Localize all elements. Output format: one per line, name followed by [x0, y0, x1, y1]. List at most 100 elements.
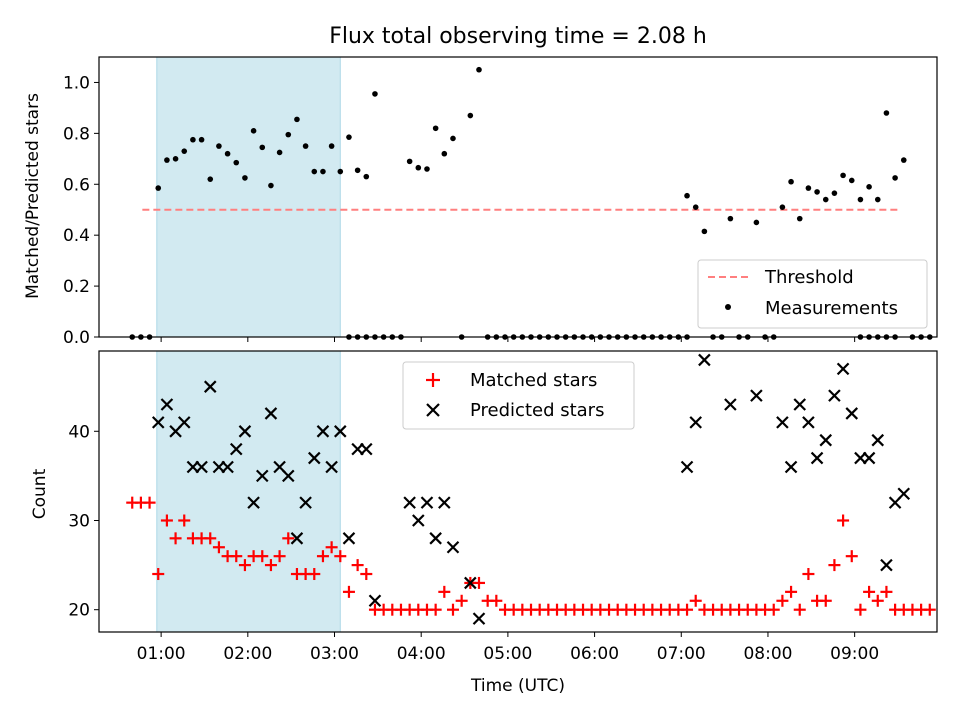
- matched-star-point: [204, 532, 217, 545]
- predicted-star-point: [360, 442, 373, 456]
- matched-star-point: [472, 576, 485, 589]
- predicted-star-point: [203, 380, 217, 393]
- bottom-y-tick-label: 40: [68, 422, 90, 442]
- bottom-panel: 20 30 40 01:00 02:00 03:00 04:00 05:00 06:00 07:…: [30, 350, 938, 696]
- matched-star-point: [880, 585, 893, 598]
- legend-matched-label: Matched stars: [470, 370, 597, 391]
- measurement-point: [294, 116, 300, 123]
- predicted-star-point: [429, 532, 442, 545]
- predicted-star-point: [334, 425, 347, 438]
- bottom-y-axis-label: Count: [30, 468, 50, 519]
- legend-threshold-label: Threshold: [764, 267, 854, 288]
- matched-star-point: [490, 594, 503, 607]
- top-y-tick-label: 0.4: [63, 226, 90, 246]
- matched-star-point: [351, 559, 364, 572]
- predicted-star-point: [299, 496, 312, 509]
- measurement-point: [285, 131, 292, 138]
- matched-star-point: [681, 603, 694, 616]
- matched-star-point: [334, 550, 347, 563]
- top-panel: 0.0 0.2 0.4 0.6 0.8 1.0 Matched/Predicted sta…: [23, 56, 938, 348]
- predicted-star-point: [238, 425, 252, 438]
- bottom-x-axis: 01:00 02:00 03:00 04:00 05:00 06:00 07:00 08:00…: [137, 632, 879, 664]
- observing-interval-shade-bottom: [156, 350, 341, 633]
- matched-star-point: [169, 532, 182, 545]
- measurement-point: [181, 148, 188, 154]
- predicted-star-point: [308, 451, 321, 465]
- legend-matched-swatch: [426, 373, 440, 387]
- predicted-star-point: [247, 496, 260, 509]
- measurement-point: [727, 215, 734, 222]
- predicted-star-point: [784, 460, 798, 474]
- predicted-star-point: [221, 460, 234, 474]
- predicted-star-point: [793, 398, 807, 411]
- predicted-star-point: [255, 469, 269, 483]
- top-y-axis-label: Matched/Predicted stars: [23, 93, 43, 299]
- predicted-star-point: [880, 558, 893, 572]
- matched-star-point: [871, 594, 884, 607]
- predicted-star-point: [464, 576, 477, 590]
- chart-title: Flux total observing time = 2.08 h: [329, 24, 707, 49]
- matched-star-point: [264, 559, 277, 572]
- x-axis-label: Time (UTC): [470, 676, 565, 696]
- matched-star-point: [238, 559, 251, 572]
- predicted-star-point: [472, 612, 486, 625]
- measurement-point: [866, 184, 872, 190]
- matched-star-point: [845, 550, 858, 563]
- bottom-x-tick-label: 06:00: [570, 644, 619, 664]
- bottom-x-tick-label: 07:00: [657, 644, 706, 664]
- measurement-point: [900, 157, 907, 163]
- bottom-x-tick-label: 03:00: [310, 644, 359, 664]
- bottom-plot-area: [126, 353, 936, 625]
- measurement-point: [840, 172, 846, 179]
- measurement-point: [311, 168, 318, 175]
- legend-measurements-label: Measurements: [765, 298, 898, 319]
- predicted-star-point: [776, 416, 789, 429]
- measurement-point: [450, 135, 456, 142]
- matched-star-point: [767, 603, 780, 616]
- measurement-point: [796, 215, 803, 222]
- measurement-point: [354, 167, 361, 174]
- measurement-point: [848, 177, 855, 184]
- matched-star-point: [360, 568, 373, 581]
- predicted-star-point: [871, 433, 885, 447]
- matched-star-point: [863, 585, 876, 598]
- measurement-point: [779, 204, 786, 210]
- predicted-star-point: [680, 460, 694, 474]
- matched-star-point: [152, 568, 165, 581]
- top-x-ticks: [160, 337, 856, 342]
- predicted-star-point: [195, 460, 208, 474]
- measurement-point: [233, 159, 240, 166]
- matched-star-point: [776, 594, 789, 607]
- matched-star-point: [256, 550, 269, 563]
- predicted-star-point: [420, 496, 434, 509]
- measurement-point: [363, 173, 370, 180]
- measurement-point: [684, 192, 690, 199]
- bottom-x-tick-label: 05:00: [483, 644, 532, 664]
- top-y-tick-label: 1.0: [63, 73, 90, 93]
- measurement-point: [207, 176, 214, 182]
- measurement-point: [788, 178, 794, 185]
- measurement-point: [476, 66, 482, 73]
- matched-star-point: [923, 603, 936, 616]
- predicted-star-point: [802, 416, 815, 429]
- measurement-point: [155, 185, 162, 191]
- predicted-star-point: [810, 451, 824, 465]
- top-legend: Threshold Measurements: [697, 259, 928, 329]
- measurement-point: [216, 143, 222, 149]
- top-plot-area: [129, 66, 933, 340]
- measurement-point: [268, 182, 274, 189]
- predicted-star-point: [862, 451, 876, 465]
- predicted-star-point: [281, 469, 295, 483]
- bottom-x-tick-label: 08:00: [743, 644, 792, 664]
- measurement-point: [701, 228, 708, 235]
- matched-star-point: [160, 514, 173, 527]
- matched-star-point: [785, 585, 798, 598]
- measurement-point: [415, 164, 422, 171]
- measurement-point: [190, 136, 196, 143]
- matched-star-point: [212, 541, 225, 554]
- matched-star-point: [308, 568, 321, 581]
- predicted-star-point: [264, 407, 278, 420]
- measurement-point: [432, 125, 439, 132]
